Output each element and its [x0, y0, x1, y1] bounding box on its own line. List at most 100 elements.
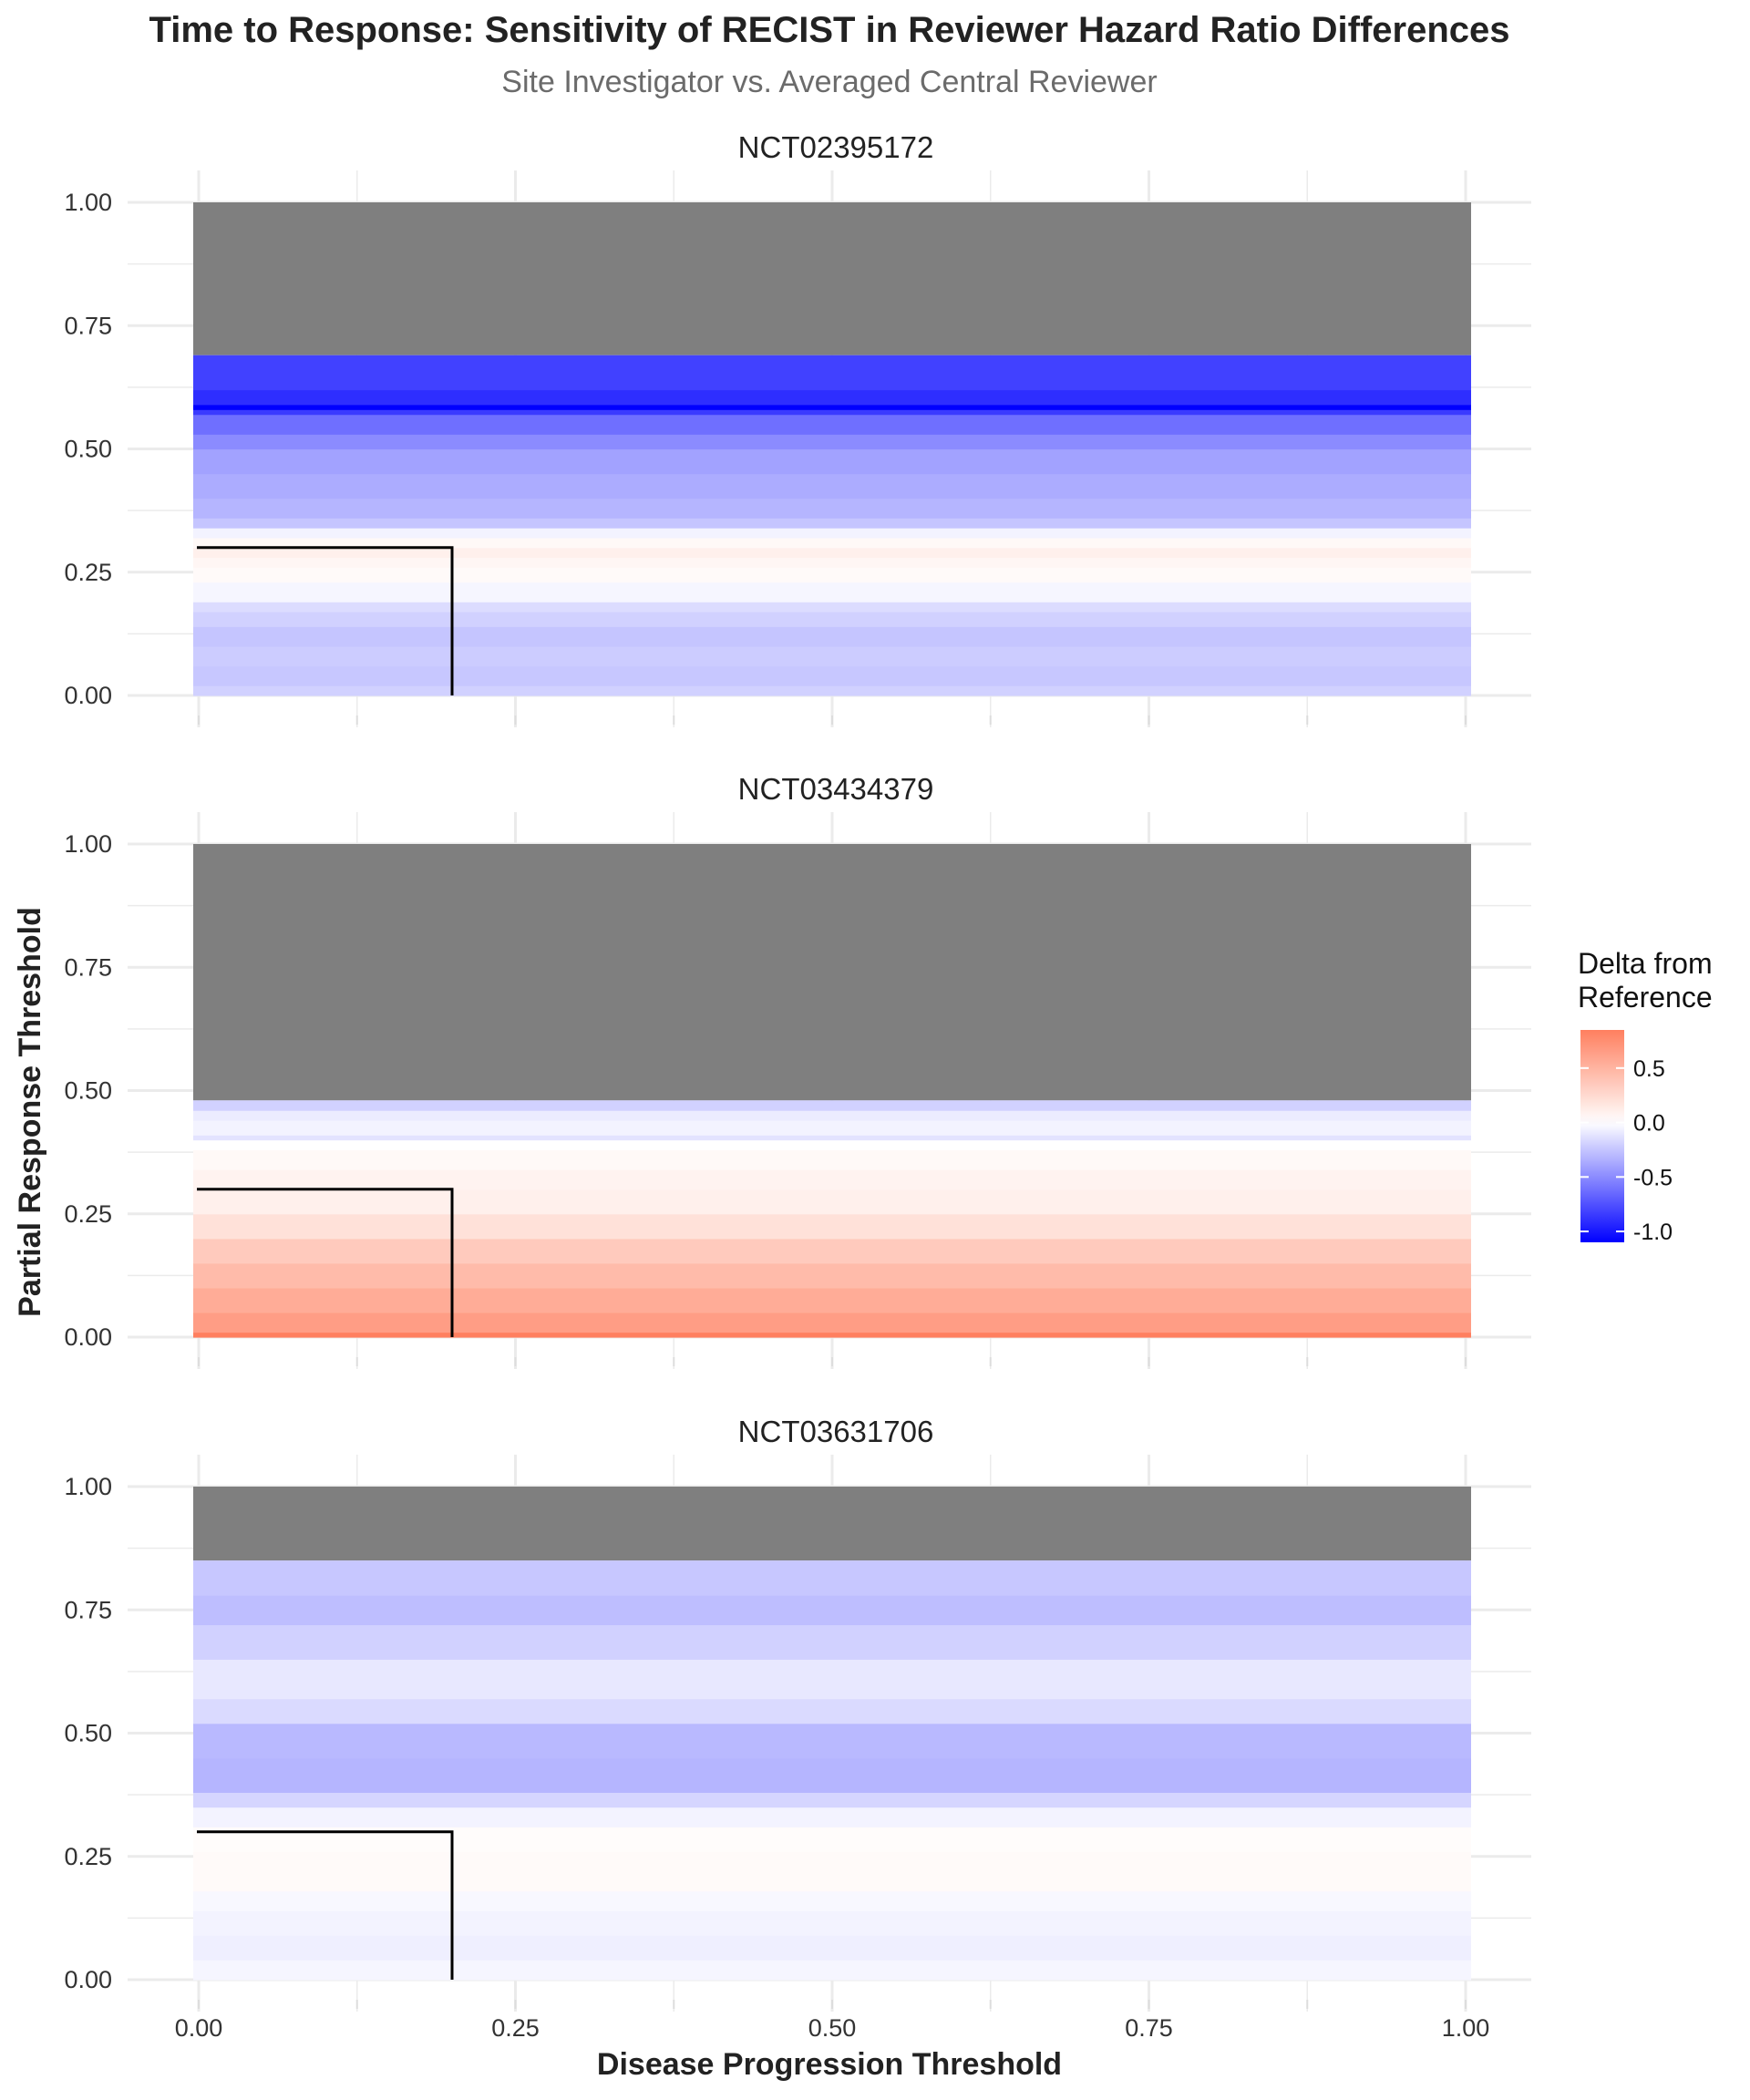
heat-band [193, 602, 1471, 612]
chart-title: Time to Response: Sensitivity of RECIST … [149, 10, 1510, 50]
facet-strip-label: NCT03631706 [738, 1415, 934, 1448]
heat-band [193, 1119, 1471, 1136]
heat-band [193, 1262, 1471, 1289]
heat-band [193, 355, 1471, 391]
heat-band [193, 582, 1471, 602]
facet-panel-3: NCT03631706 0.00 0.25 0.50 0.75 1.00 [64, 1415, 1531, 2012]
reference-threshold-line [197, 1830, 454, 1980]
heat-band [193, 567, 1471, 583]
heat-band [193, 1624, 1471, 1660]
heat-band [193, 528, 1471, 539]
x-tick-label: 0.25 [491, 2014, 540, 2042]
x-axis-title: Disease Progression Threshold [597, 2047, 1062, 2082]
heat-band [193, 1169, 1471, 1190]
x-tick-label: 0.75 [1125, 2014, 1173, 2042]
heat-band [193, 547, 1471, 559]
y-tick-label: 0.75 [64, 953, 112, 981]
reference-threshold-line [197, 546, 454, 695]
heat-band [193, 1100, 1471, 1111]
y-tick-label: 0.50 [64, 1720, 112, 1747]
heat-band [193, 612, 1471, 627]
facet-strip-label: NCT03434379 [738, 772, 934, 806]
x-tick-label: 1.00 [1442, 2014, 1490, 2042]
x-tick-marks [198, 2000, 1467, 2009]
reference-threshold-line [197, 1188, 454, 1337]
x-tick-label: 0.50 [808, 2014, 857, 2042]
heat-band [193, 665, 1471, 686]
heat-band [193, 434, 1471, 450]
heat-band [193, 1560, 1471, 1596]
color-legend: Delta from Reference 0.5 0.0 -0.5 -1.0 [1578, 947, 1713, 1245]
heat-band [193, 557, 1471, 568]
y-tick-label: 0.00 [64, 1966, 112, 1993]
heat-band [193, 1332, 1471, 1338]
y-tick-label: 0.00 [64, 1323, 112, 1351]
x-tick-label: 0.00 [175, 2014, 223, 2042]
legend-title-line-2: Reference [1578, 981, 1713, 1014]
heat-band [193, 1595, 1471, 1626]
facet-strip-label: NCT02395172 [738, 130, 934, 164]
heat-band [193, 645, 1471, 667]
heat-band [193, 1757, 1471, 1794]
na-region [193, 202, 1471, 355]
legend-tick-label: -1.0 [1633, 1220, 1673, 1245]
heat-band [193, 1238, 1471, 1264]
heat-band [193, 1935, 1471, 1961]
heat-band [193, 473, 1471, 499]
y-tick-label: 0.50 [64, 1077, 112, 1105]
heat-band [193, 1213, 1471, 1240]
facet-panel-1: NCT02395172 0.00 0.25 0.50 0.75 1.00 [64, 130, 1531, 727]
heat-band [193, 1698, 1471, 1724]
heat-band [193, 1792, 1471, 1808]
legend-title-line-1: Delta from [1578, 947, 1713, 980]
y-tick-label: 0.25 [64, 1843, 112, 1870]
heat-band [193, 1139, 1471, 1151]
heat-band [193, 1890, 1471, 1911]
y-tick-label: 0.75 [64, 1596, 112, 1623]
y-tick-label: 0.50 [64, 436, 112, 463]
na-region [193, 1487, 1471, 1561]
legend-tick-label: 0.5 [1633, 1056, 1665, 1082]
heat-band [193, 1960, 1471, 1981]
na-region [193, 844, 1471, 1101]
y-axis-title: Partial Response Threshold [13, 907, 47, 1317]
heat-band [193, 1312, 1471, 1333]
heat-band [193, 448, 1471, 475]
x-tick-marks [198, 1357, 1467, 1366]
y-tick-label: 1.00 [64, 189, 112, 216]
heat-band [193, 1910, 1471, 1936]
y-tick-label: 0.25 [64, 559, 112, 586]
legend-ticks: 0.5 0.0 -0.5 -1.0 [1580, 1056, 1673, 1245]
heat-band [193, 1723, 1471, 1759]
y-tick-label: 0.00 [64, 682, 112, 709]
legend-tick-label: 0.0 [1633, 1111, 1665, 1137]
heat-band [193, 685, 1471, 696]
legend-colorbar [1580, 1030, 1624, 1242]
heat-band [193, 1189, 1471, 1215]
facet-panel-2: NCT03434379 0.00 0.25 0.50 0.75 1.00 [64, 772, 1531, 1369]
heat-band [193, 414, 1471, 435]
heat-band [193, 389, 1471, 406]
y-tick-label: 0.25 [64, 1200, 112, 1228]
facet-panels: NCT023951720.000.250.500.751.00NCT034343… [64, 130, 1531, 2042]
heat-band [193, 1659, 1471, 1700]
y-tick-label: 1.00 [64, 830, 112, 858]
heat-band [193, 1149, 1471, 1170]
heat-band [193, 1287, 1471, 1313]
y-tick-label: 0.75 [64, 312, 112, 339]
heat-band [193, 498, 1471, 519]
heat-band [193, 518, 1471, 529]
heat-band [193, 409, 1471, 416]
heat-band [193, 1110, 1471, 1121]
heat-band [193, 537, 1471, 549]
y-tick-label: 1.00 [64, 1473, 112, 1500]
legend-tick-label: -0.5 [1633, 1165, 1673, 1190]
x-tick-marks [198, 715, 1467, 725]
chart-subtitle: Site Investigator vs. Averaged Central R… [501, 65, 1157, 99]
heat-band [193, 1135, 1471, 1141]
heat-band [193, 404, 1471, 410]
heat-band [193, 1807, 1471, 1827]
heat-band [193, 1851, 1471, 1892]
heat-band [193, 626, 1471, 647]
